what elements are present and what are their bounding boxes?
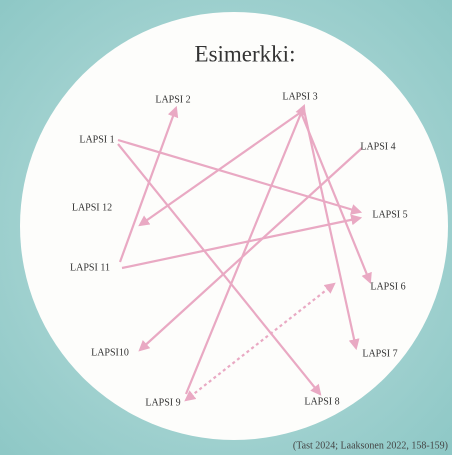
- node-label: LAPSI 2: [155, 94, 190, 105]
- arrow: [121, 214, 363, 270]
- caption: (Tast 2024; Laaksonen 2022, 158-159): [293, 440, 448, 451]
- node-label: LAPSI 8: [304, 396, 339, 407]
- arrow: [138, 147, 363, 352]
- node-label: LAPSI 1: [79, 134, 114, 145]
- node-label: LAPSI10: [91, 347, 129, 358]
- node-label: LAPSI 12: [72, 202, 112, 213]
- node-label: LAPSI 6: [370, 281, 405, 292]
- arrow: [138, 109, 305, 227]
- node-label: LAPSI 3: [282, 91, 317, 102]
- arrow: [302, 109, 360, 351]
- node-label: LAPSI 9: [145, 397, 180, 408]
- node-label: LAPSI 7: [362, 348, 397, 359]
- node-label: LAPSI 4: [360, 141, 395, 152]
- arrows: [117, 103, 372, 402]
- node-label: LAPSI 11: [70, 262, 110, 273]
- dotted-arrow: [184, 282, 336, 402]
- title: Esimerkki:: [195, 41, 296, 66]
- circle: [20, 12, 448, 440]
- arrow: [117, 138, 363, 215]
- node-label: LAPSI 5: [372, 209, 407, 220]
- arrow: [118, 105, 179, 263]
- arrow: [298, 109, 372, 285]
